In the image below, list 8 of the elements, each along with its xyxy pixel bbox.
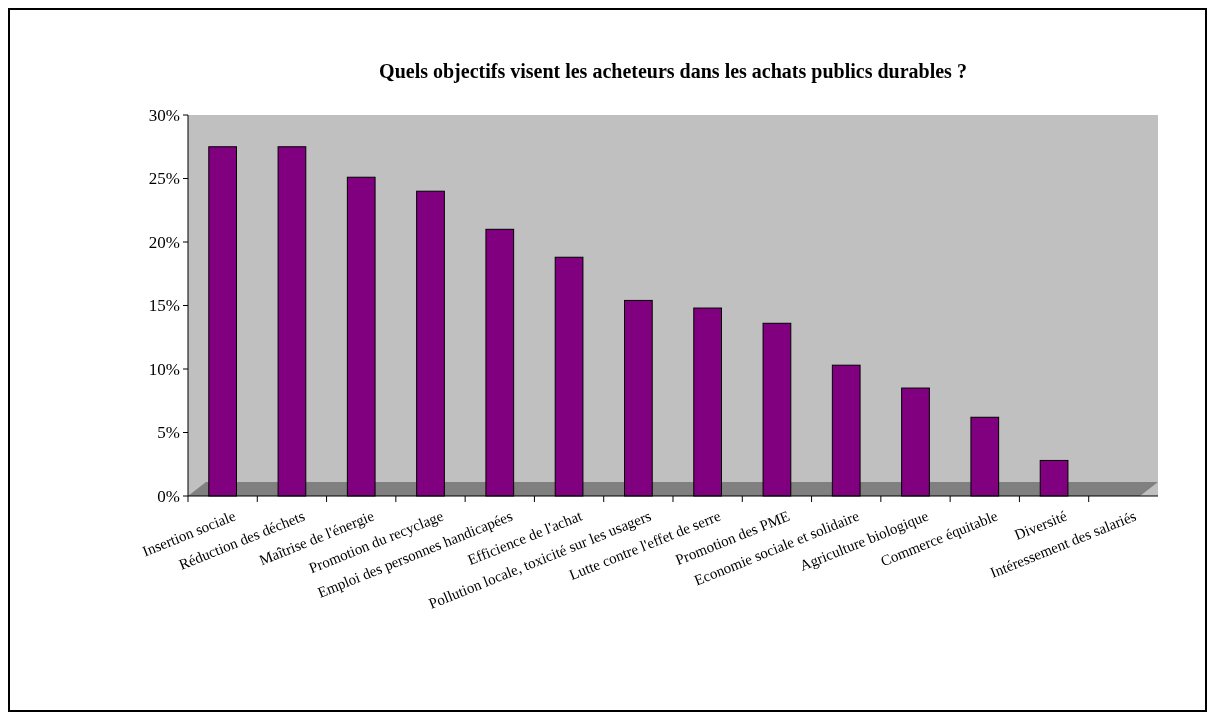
y-tick-label: 25% [148,169,180,189]
y-tick-label: 30% [148,105,180,125]
y-tick-label: 20% [148,232,180,252]
y-tick-label: 15% [148,296,180,316]
chart-title: Quels objectifs visent les acheteurs dans les achats publics durables ? [379,60,967,83]
y-tick-label: 0% [157,486,180,506]
y-tick-label: 5% [157,423,180,443]
y-tick-label: 10% [148,359,180,379]
